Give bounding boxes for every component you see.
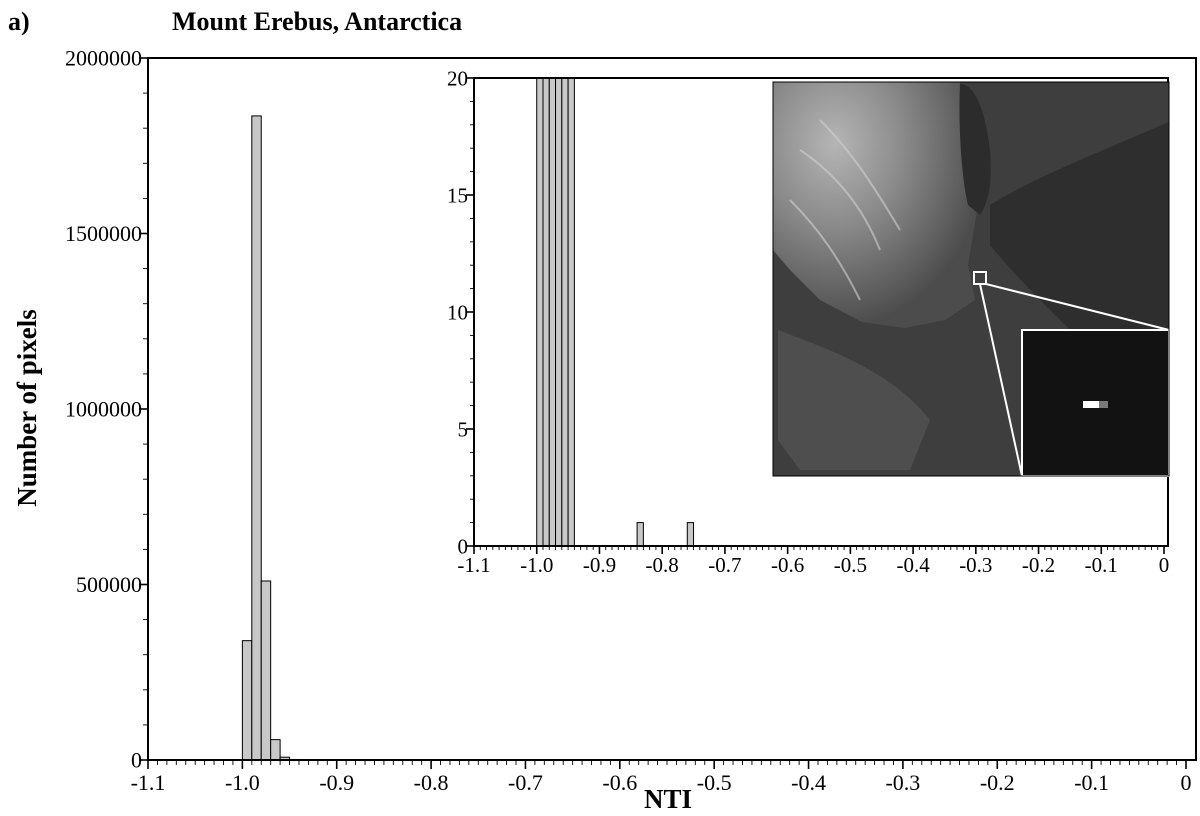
main-bar-0 <box>241 640 253 761</box>
main-x-tick-label: -0.9 <box>319 770 354 795</box>
inset-bar-5 <box>567 77 575 547</box>
inset-y-tick-label: 20 <box>447 66 468 90</box>
inset-bar-6 <box>636 522 644 547</box>
inset-x-tick-label: -0.8 <box>646 553 679 577</box>
main-x-tick-label: -0.6 <box>602 770 637 795</box>
inset-x-tick-label: 0 <box>1159 553 1170 577</box>
inset-bars <box>536 77 695 547</box>
main-y-tick-label: 0 <box>131 748 142 773</box>
inset-y-tick-label: 15 <box>447 183 468 207</box>
main-x-tick-label: -0.1 <box>1074 770 1109 795</box>
main-plot-frame <box>147 57 1197 761</box>
main-x-tick-label: -0.3 <box>885 770 920 795</box>
main-x-tick-label: -1.1 <box>131 770 166 795</box>
main-x-tick-label: -0.5 <box>697 770 732 795</box>
inset-x-tick-label: -0.5 <box>834 553 867 577</box>
inset-bar-3 <box>555 77 563 547</box>
main-x-tick-label: -0.4 <box>791 770 826 795</box>
main-bar-1 <box>251 115 262 761</box>
inset-bar-1 <box>542 77 550 547</box>
inset-x-tick-label: -1.1 <box>457 553 490 577</box>
main-x-tick-label: 0 <box>1181 770 1192 795</box>
inset-bar-2 <box>548 77 557 547</box>
inset-x-tick-label: -0.9 <box>583 553 616 577</box>
inset-bar-4 <box>561 77 569 547</box>
panel-label: a) <box>8 7 30 36</box>
inset-x-tick-label: -0.6 <box>771 553 804 577</box>
main-y-tick-label: 1000000 <box>65 397 142 422</box>
inset-bar-7 <box>686 522 695 547</box>
y-axis-label: Number of pixels <box>12 309 42 507</box>
inset-y-tick-label: 10 <box>447 300 468 324</box>
x-axis-label: NTI <box>644 784 692 814</box>
inset-y-axis-ticks: 0 5 10 15 20 <box>447 66 474 558</box>
inset-x-tick-label: -0.4 <box>896 553 930 577</box>
main-y-tick-label: 1500000 <box>65 221 142 246</box>
main-x-tick-label: -1.0 <box>225 770 260 795</box>
main-x-tick-label: -0.7 <box>508 770 543 795</box>
inset-x-tick-label: -0.1 <box>1085 553 1118 577</box>
inset-x-axis-ticks: -1.1 -1.0 -0.9 -0.8 -0.7 -0.6 -0.5 -0.4 -0.3 -0.2… <box>457 546 1169 577</box>
inset-y-tick-label: 5 <box>458 417 469 441</box>
main-x-axis-ticks: -1.1 -1.0 -0.9 -0.8 -0.7 -0.6 -0.5 -0.4 -0.3 -0.2… <box>131 760 1192 795</box>
inset-bar-0 <box>536 77 544 547</box>
main-x-tick-label: -0.8 <box>414 770 449 795</box>
main-y-tick-label: 2000000 <box>65 46 142 71</box>
main-y-axis-ticks: 0 500000 1000000 1500000 2000000 <box>65 46 148 773</box>
main-bar-3 <box>270 739 281 761</box>
chart-title: Mount Erebus, Antarctica <box>172 7 462 36</box>
main-x-tick-label: -0.2 <box>980 770 1015 795</box>
inset-x-tick-label: -0.7 <box>708 553 741 577</box>
inset-x-tick-label: -0.3 <box>959 553 992 577</box>
satellite-image <box>772 81 1170 477</box>
main-bar-2 <box>260 580 272 761</box>
main-bars <box>241 115 300 761</box>
inset-x-tick-label: -0.2 <box>1022 553 1055 577</box>
main-histogram: -1.1 -1.0 -0.9 -0.8 -0.7 -0.6 -0.5 -0.4 -0.3 -0.2… <box>65 46 1197 795</box>
main-y-tick-label: 500000 <box>76 572 142 597</box>
inset-x-tick-label: -1.0 <box>520 553 553 577</box>
inset-y-tick-label: 0 <box>458 534 469 558</box>
